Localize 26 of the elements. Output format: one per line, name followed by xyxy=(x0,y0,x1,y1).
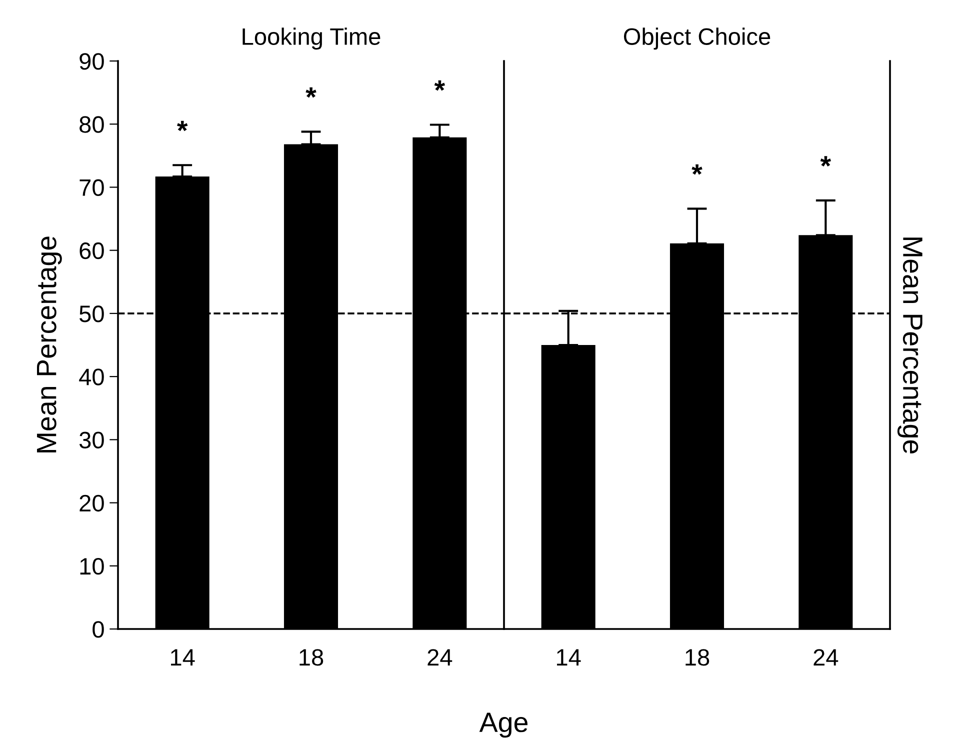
y2-axis-title: Mean Percentage xyxy=(897,238,922,454)
y-tick-label: 90 xyxy=(80,53,104,70)
chart-title: Looking Time xyxy=(242,28,380,50)
y-tick-label: 20 xyxy=(80,494,104,512)
y-tick-label: 70 xyxy=(80,179,104,196)
chart-title: Object Choice xyxy=(624,28,770,50)
x-tick-label: 14 xyxy=(171,649,195,666)
y-tick-label: 40 xyxy=(79,368,104,386)
x-tick-label: 18 xyxy=(686,649,710,666)
x-tick-label: 14 xyxy=(557,649,581,666)
data-label: * xyxy=(692,164,702,175)
y-tick-label: 60 xyxy=(80,242,104,260)
data-label: * xyxy=(820,156,832,166)
y-tick-label: 0 xyxy=(92,621,104,638)
y-tick-label: 80 xyxy=(80,116,104,133)
y-tick-label: 30 xyxy=(79,432,104,448)
data-label: * xyxy=(434,80,446,91)
x-tick-label: 24 xyxy=(428,649,452,666)
x-tick-label: 18 xyxy=(300,649,324,666)
y-axis-title: Mean Percentage xyxy=(37,236,62,452)
x-tick-label: 24 xyxy=(814,649,838,666)
y-tick-label: 10 xyxy=(80,558,104,575)
data-label: * xyxy=(177,120,188,132)
y-tick-label: 50 xyxy=(79,306,104,322)
x-axis-title: Age xyxy=(479,712,528,738)
data-label: * xyxy=(306,87,316,98)
